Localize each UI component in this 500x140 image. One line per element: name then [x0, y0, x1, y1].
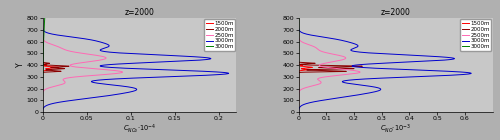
3000m [296, 106, 302, 108]
2500m [318, 66, 324, 67]
3000m [296, 20, 302, 22]
2500m [296, 17, 302, 19]
2000m [346, 68, 352, 70]
1500m [296, 20, 302, 22]
Line: 1500m: 1500m [42, 18, 58, 112]
3000m [296, 20, 302, 22]
3000m [40, 37, 46, 39]
2000m [296, 20, 302, 22]
2500m [296, 111, 302, 113]
Line: 3000m: 3000m [42, 18, 44, 112]
3000m [40, 111, 46, 113]
2500m [296, 20, 302, 22]
1500m [296, 111, 302, 113]
3000m [40, 17, 46, 19]
3000m [40, 66, 46, 67]
3000m [78, 37, 84, 39]
3000m [350, 66, 356, 67]
2500m [40, 37, 46, 39]
Line: 3000m: 3000m [298, 18, 471, 112]
2500m [40, 17, 46, 19]
3000m [40, 68, 46, 70]
1500m [40, 17, 46, 19]
1500m [296, 17, 302, 19]
2000m [296, 17, 302, 19]
2000m [60, 68, 66, 70]
2000m [66, 66, 71, 67]
3000m [296, 68, 302, 70]
1500m [298, 68, 304, 70]
1500m [296, 106, 302, 108]
2500m [296, 37, 302, 39]
1500m [40, 20, 46, 22]
1500m [42, 68, 48, 70]
3000m [137, 68, 143, 70]
1500m [300, 66, 306, 67]
3000m [42, 20, 48, 22]
Line: 2500m: 2500m [298, 18, 360, 112]
2500m [296, 106, 302, 108]
Line: 2500m: 2500m [42, 18, 122, 112]
Title: z=2000: z=2000 [124, 8, 154, 17]
1500m [296, 37, 302, 39]
Legend: 1500m, 2000m, 2500m, 3000m, 3000m: 1500m, 2000m, 2500m, 3000m, 3000m [460, 19, 492, 51]
Y-axis label: Y: Y [16, 63, 25, 67]
2000m [40, 20, 46, 22]
1500m [40, 106, 46, 108]
2000m [40, 106, 46, 108]
2500m [40, 111, 46, 113]
3000m [296, 66, 302, 67]
2500m [296, 20, 302, 22]
2000m [296, 111, 302, 113]
X-axis label: $C_{NO_2}{\cdot}10^{-4}$: $C_{NO_2}{\cdot}10^{-4}$ [123, 122, 156, 136]
2500m [92, 68, 98, 70]
3000m [296, 20, 302, 22]
2500m [336, 68, 342, 70]
3000m [296, 20, 302, 22]
3000m [40, 20, 46, 22]
Line: 2000m: 2000m [42, 18, 69, 112]
1500m [40, 111, 46, 113]
3000m [297, 106, 303, 108]
1500m [44, 66, 50, 67]
Line: 1500m: 1500m [298, 18, 312, 112]
3000m [40, 20, 46, 22]
2500m [40, 20, 46, 22]
2000m [40, 37, 46, 39]
3000m [40, 111, 46, 113]
2000m [40, 111, 46, 113]
Line: 2000m: 2000m [298, 18, 362, 112]
3000m [296, 111, 302, 113]
X-axis label: $C_{NO}{\cdot}10^{-3}$: $C_{NO}{\cdot}10^{-3}$ [380, 122, 411, 135]
3000m [296, 17, 302, 19]
3000m [296, 17, 302, 19]
2000m [40, 20, 46, 22]
2000m [358, 66, 364, 67]
1500m [296, 20, 302, 22]
2500m [40, 20, 46, 22]
3000m [327, 37, 333, 39]
2000m [40, 17, 46, 19]
3000m [42, 20, 48, 22]
3000m [98, 66, 104, 67]
Title: z=2000: z=2000 [380, 8, 410, 17]
Line: 3000m: 3000m [42, 18, 228, 112]
Legend: 1500m, 2000m, 2500m, 3000m, 3000m: 1500m, 2000m, 2500m, 3000m, 3000m [204, 19, 236, 51]
2500m [40, 106, 46, 108]
3000m [296, 37, 302, 39]
2000m [296, 20, 302, 22]
3000m [40, 106, 46, 108]
3000m [386, 68, 392, 70]
3000m [296, 111, 302, 113]
3000m [42, 17, 48, 19]
1500m [40, 37, 46, 39]
1500m [40, 20, 46, 22]
3000m [41, 106, 47, 108]
2000m [296, 106, 302, 108]
2500m [69, 66, 75, 67]
2000m [296, 37, 302, 39]
